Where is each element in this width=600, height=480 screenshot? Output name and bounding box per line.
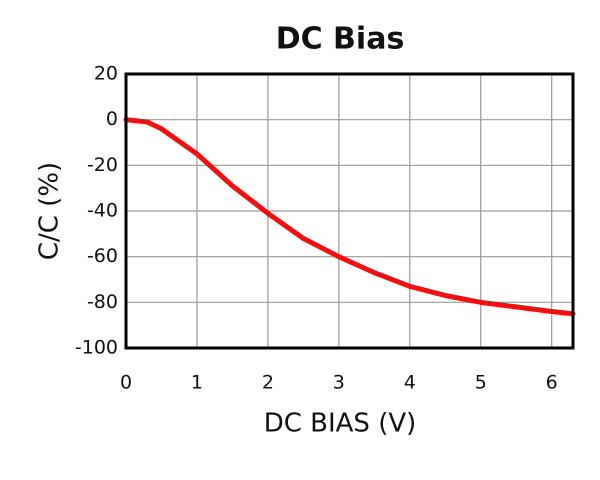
x-tick-label: 6 bbox=[546, 372, 558, 394]
y-tick-label: -40 bbox=[87, 200, 118, 222]
plot-frame bbox=[124, 72, 575, 350]
y-tick-label: 20 bbox=[94, 63, 118, 85]
x-axis-label: DC BIAS (V) bbox=[264, 409, 417, 439]
y-tick-label: -100 bbox=[75, 337, 118, 359]
y-tick-label: -20 bbox=[87, 154, 118, 176]
x-tick-label: 5 bbox=[475, 372, 487, 394]
y-tick-label: -60 bbox=[87, 245, 118, 267]
x-tick-label: 3 bbox=[333, 372, 345, 394]
x-tick-label: 0 bbox=[120, 372, 132, 394]
x-tick-label: 1 bbox=[191, 372, 203, 394]
y-tick-label: -80 bbox=[87, 291, 118, 313]
chart-title: DC Bias bbox=[276, 22, 405, 57]
x-tick-label: 4 bbox=[404, 372, 416, 394]
x-tick-label: 2 bbox=[262, 372, 274, 394]
y-tick-label: 0 bbox=[106, 108, 118, 130]
y-axis-label: C/C (%) bbox=[35, 162, 65, 260]
data-line bbox=[123, 117, 576, 317]
